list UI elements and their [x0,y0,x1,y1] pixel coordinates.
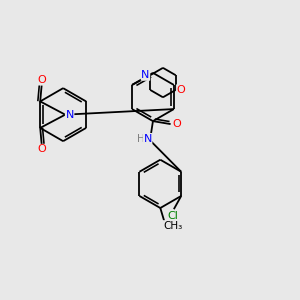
Text: O: O [37,144,46,154]
Text: H: H [137,134,145,143]
Text: N: N [143,134,152,143]
Text: O: O [172,119,181,129]
Text: CH₃: CH₃ [163,221,183,231]
Text: Cl: Cl [167,211,178,221]
Text: O: O [37,75,46,85]
Text: N: N [65,110,74,120]
Text: O: O [177,85,185,95]
Text: N: N [141,70,150,80]
